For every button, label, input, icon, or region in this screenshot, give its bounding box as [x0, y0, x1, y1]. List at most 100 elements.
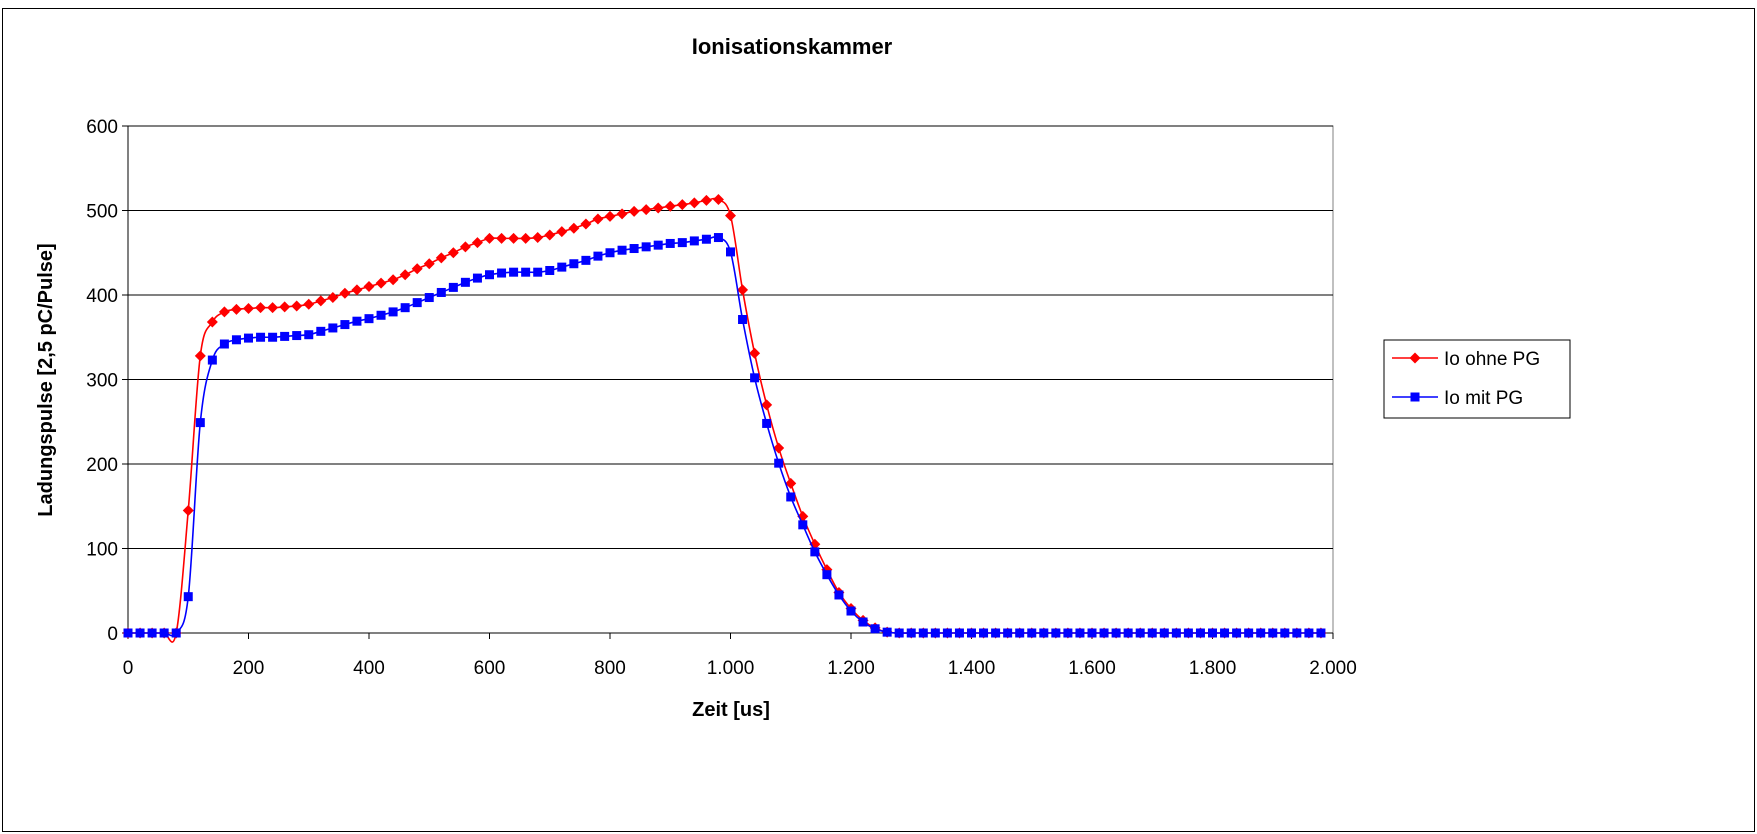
data-point: [834, 590, 844, 600]
data-point: [593, 251, 603, 261]
data-point: [954, 628, 964, 638]
data-point: [726, 247, 735, 257]
x-tick-label: 1.600: [1068, 658, 1116, 679]
data-point: [1244, 628, 1254, 638]
data-point: [592, 213, 604, 225]
data-point: [1304, 628, 1314, 638]
data-point: [171, 628, 181, 638]
data-point: [279, 301, 291, 313]
data-point: [484, 232, 495, 244]
data-point: [351, 284, 363, 296]
data-point: [870, 624, 880, 634]
data-point: [447, 247, 459, 259]
data-point: [738, 315, 748, 325]
data-point: [1147, 628, 1157, 638]
data-point: [967, 628, 976, 638]
data-point: [1183, 628, 1193, 638]
data-point: [219, 339, 229, 349]
data-point: [364, 314, 374, 324]
data-point: [1123, 628, 1133, 638]
data-point: [882, 627, 892, 637]
x-tick-label: 200: [233, 658, 265, 679]
data-point: [291, 300, 303, 312]
data-point: [123, 628, 133, 638]
data-point: [1280, 628, 1290, 638]
x-tick-label: 1.800: [1189, 658, 1237, 679]
data-point: [688, 197, 700, 209]
data-point: [653, 240, 663, 250]
data-point: [280, 331, 290, 341]
data-point: [1292, 628, 1302, 638]
data-point: [399, 269, 411, 281]
data-point: [207, 355, 217, 365]
data-point: [352, 316, 362, 326]
data-point: [472, 273, 482, 283]
x-tick-label: 0: [123, 658, 134, 679]
data-point: [713, 233, 723, 243]
data-point: [822, 570, 832, 580]
data-point: [979, 628, 989, 638]
y-tick-label: 0: [107, 624, 118, 645]
data-point: [557, 262, 567, 272]
data-point: [1232, 628, 1242, 638]
data-point: [700, 194, 712, 206]
data-point: [991, 628, 1001, 638]
data-point: [1208, 628, 1217, 638]
data-point: [231, 335, 241, 345]
data-point: [580, 218, 592, 230]
legend-marker: [1410, 392, 1420, 402]
data-point: [218, 306, 230, 318]
series-layer: [122, 194, 1327, 643]
data-point: [328, 323, 338, 333]
data-point: [1003, 628, 1013, 638]
data-point: [423, 258, 435, 270]
data-point: [750, 373, 760, 383]
data-point: [509, 267, 519, 277]
chart-title: Ionisationskammer: [692, 34, 893, 59]
data-point: [387, 274, 399, 286]
data-point: [459, 241, 471, 253]
data-point: [1268, 628, 1278, 638]
data-point: [1039, 628, 1049, 638]
x-tick-label: 2.000: [1309, 658, 1357, 679]
data-point: [785, 477, 797, 489]
data-point: [677, 238, 687, 248]
data-point: [304, 330, 314, 340]
data-point: [388, 307, 398, 317]
data-point: [1015, 628, 1025, 638]
x-tick-label: 600: [474, 658, 506, 679]
y-tick-label: 300: [86, 371, 118, 392]
data-point: [689, 236, 699, 246]
data-point: [195, 418, 205, 428]
data-point: [363, 281, 375, 293]
data-point: [532, 232, 544, 244]
data-point: [496, 232, 508, 244]
data-point: [340, 320, 350, 330]
data-point: [1075, 628, 1085, 638]
data-point: [1135, 628, 1145, 638]
data-point: [435, 252, 447, 264]
data-point: [497, 268, 507, 278]
data-point: [616, 208, 628, 220]
data-point: [664, 200, 676, 212]
legend-label: Io ohne PG: [1444, 349, 1540, 370]
data-point: [894, 628, 904, 638]
data-point: [737, 284, 749, 296]
data-point: [628, 205, 640, 217]
data-point: [533, 267, 543, 277]
data-point: [605, 248, 615, 258]
y-tick-label: 200: [86, 455, 118, 476]
data-point: [1316, 628, 1326, 638]
y-tick-label: 600: [86, 117, 118, 138]
data-point: [1111, 628, 1121, 638]
data-point: [1159, 628, 1169, 638]
data-point: [520, 232, 532, 244]
data-point: [230, 303, 242, 315]
legend-label: Io mit PG: [1444, 388, 1523, 409]
data-point: [604, 210, 616, 222]
series-2: [123, 233, 1326, 638]
legend-marker: [1409, 352, 1421, 364]
data-point: [556, 226, 568, 238]
data-point: [183, 592, 193, 602]
